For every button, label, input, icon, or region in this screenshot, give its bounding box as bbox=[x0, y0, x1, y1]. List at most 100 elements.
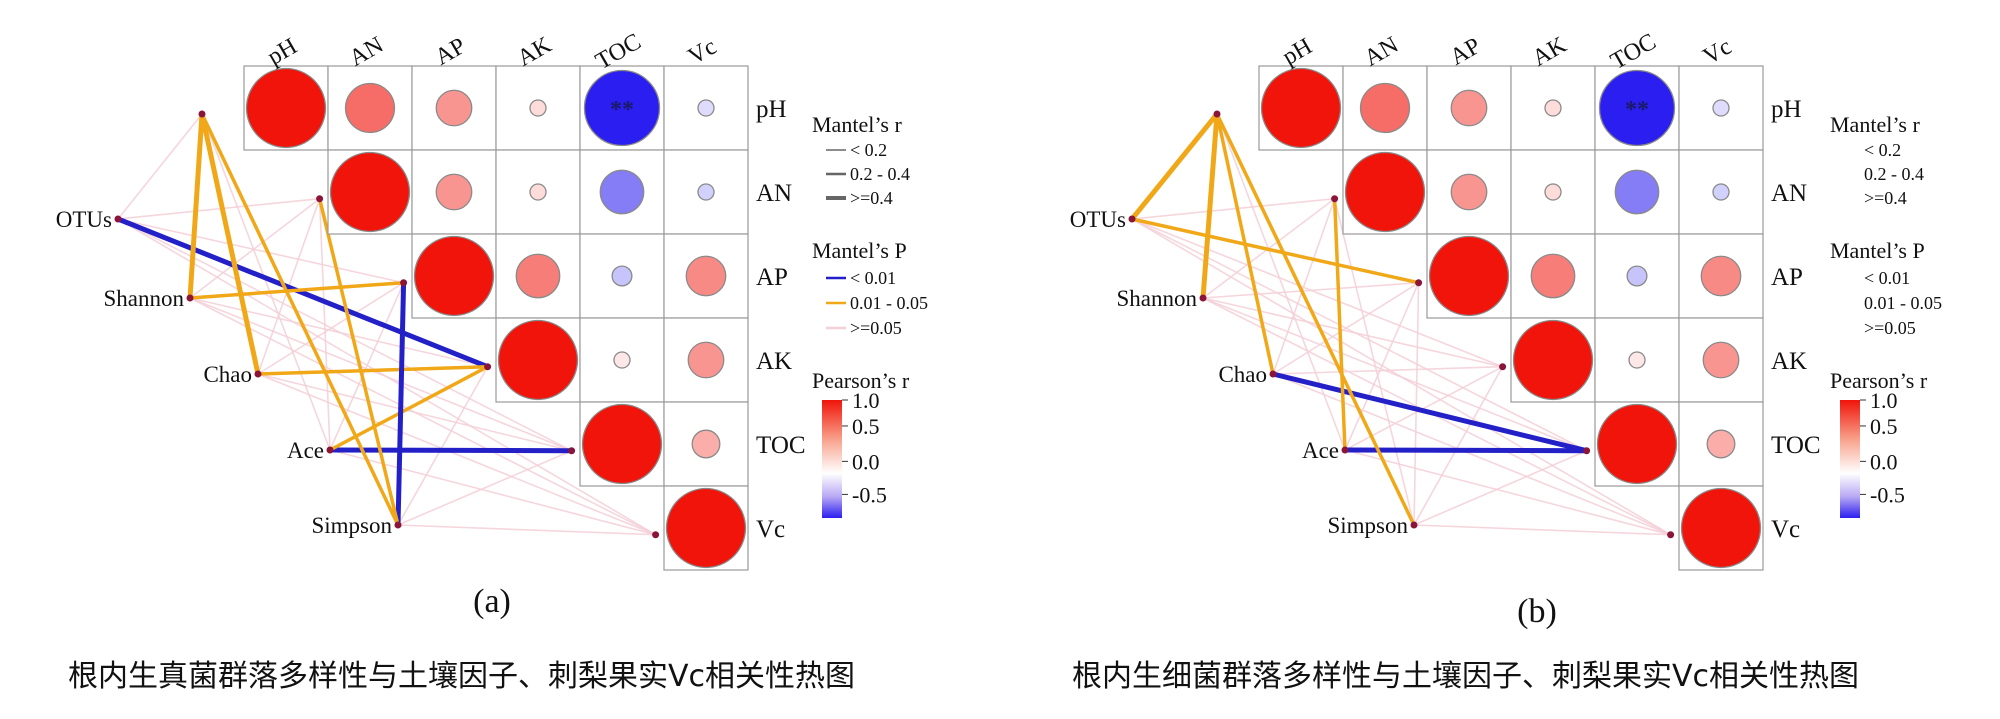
corr-circle-an-ap bbox=[1450, 173, 1488, 211]
group-label-shannon: Shannon bbox=[104, 286, 185, 311]
mantel-link-ace-ph bbox=[1216, 113, 1346, 451]
corr-circle-ph-an bbox=[344, 82, 396, 134]
mantel-link-simpson-an bbox=[317, 196, 400, 527]
corr-circle-an-toc bbox=[599, 169, 645, 215]
legend-pearson-tick-label: -0.5 bbox=[852, 482, 887, 507]
mantel-link-simpson-toc bbox=[1413, 449, 1588, 526]
group-label-simpson: Simpson bbox=[311, 513, 392, 538]
legend-mantel-p-item: >=0.05 bbox=[1864, 318, 1916, 338]
mantel-link-otus-ak bbox=[1131, 218, 1504, 368]
mantel-link-simpson-toc bbox=[397, 449, 573, 526]
legend-mantel-r-item: < 0.2 bbox=[850, 140, 887, 160]
mantel-link-simpson-vc bbox=[1413, 524, 1672, 536]
corr-circle-ph-an bbox=[1359, 82, 1411, 134]
mantel-link-simpson-ap bbox=[1413, 281, 1420, 526]
legend-pearson-tick-label: 0.5 bbox=[852, 414, 880, 439]
column-header-vc: Vc bbox=[1699, 34, 1736, 71]
corr-circle-ak-vc bbox=[687, 341, 725, 379]
corr-circle-ph-toc bbox=[583, 69, 661, 147]
corr-circle-ap-ap bbox=[413, 235, 495, 317]
group-label-chao: Chao bbox=[203, 362, 252, 387]
row-header-ph: pH bbox=[1771, 96, 1802, 123]
corr-circle-ph-ap bbox=[1450, 89, 1488, 127]
panel-a-caption: 根内生真菌群落多样性与土壤因子、刺梨果实Vc相关性热图 bbox=[68, 659, 855, 694]
corr-circle-ap-vc bbox=[1700, 255, 1742, 297]
mantel-link-ace-toc bbox=[327, 447, 575, 454]
corr-circle-ph-ap bbox=[435, 89, 473, 127]
mantel-link-shannon-toc bbox=[189, 297, 573, 452]
mantel-link-chao-ph bbox=[1215, 112, 1275, 376]
group-node-simpson bbox=[1410, 521, 1418, 529]
corr-circle-an-vc bbox=[697, 183, 715, 201]
mantel-link-simpson-ph bbox=[200, 112, 400, 527]
factor-anchor-ph bbox=[1213, 110, 1221, 118]
group-label-simpson: Simpson bbox=[1327, 513, 1408, 538]
group-node-chao bbox=[1269, 370, 1277, 378]
mantel-link-otus-an bbox=[117, 197, 321, 220]
legend-pearson-colorbar bbox=[1840, 400, 1860, 518]
legend-pearson-title: Pearson’s r bbox=[812, 368, 910, 393]
mantel-link-chao-ak bbox=[1272, 365, 1504, 375]
panel-a: OTUs Shannon Chao Ace Simpson ** pH AN AP AK TOC Vc… bbox=[56, 29, 928, 571]
row-header-toc: TOC bbox=[1771, 432, 1821, 459]
group-node-otus bbox=[114, 215, 122, 223]
mantel-link-simpson-vc bbox=[397, 524, 657, 536]
mantel-link-ace-ap bbox=[329, 281, 405, 451]
corr-circle-ph-ph bbox=[245, 67, 327, 149]
mantel-link-shannon-ak bbox=[1202, 297, 1504, 368]
mantel-link-shannon-ap bbox=[1202, 281, 1420, 299]
legend-pearson-tick-label: 1.0 bbox=[852, 388, 880, 413]
legend: Mantel’s r < 0.2 0.2 - 0.4 >=0.4 Mantel’s P <… bbox=[1830, 112, 1942, 518]
column-header-vc: Vc bbox=[684, 34, 721, 71]
mantel-link-chao-vc bbox=[257, 373, 657, 536]
corr-circle-toc-vc bbox=[1706, 429, 1736, 459]
legend-mantel-r-item: < 0.2 bbox=[1864, 140, 1901, 160]
corr-circle-an-toc bbox=[1614, 169, 1660, 215]
corr-circle-ap-ak bbox=[1530, 253, 1576, 299]
corr-circle-ph-toc bbox=[1598, 69, 1676, 147]
corr-circle-ak-vc bbox=[1702, 341, 1740, 379]
significance-ph-toc: ** bbox=[610, 97, 634, 123]
corr-circle-ap-ap bbox=[1428, 235, 1510, 317]
mantel-link-ace-ap bbox=[1344, 281, 1420, 451]
corr-circle-ph-ph bbox=[1260, 67, 1342, 149]
mantel-link-chao-ph bbox=[199, 111, 261, 377]
legend-mantel-r-item: >=0.4 bbox=[1864, 188, 1907, 208]
corr-circle-ph-vc bbox=[1712, 99, 1730, 117]
factor-anchor-vc bbox=[652, 531, 660, 539]
factor-anchor-ap bbox=[400, 279, 408, 287]
mantel-link-otus-ak bbox=[115, 216, 491, 370]
legend-pearson-colorbar bbox=[822, 400, 842, 518]
factor-anchor-an bbox=[316, 195, 324, 203]
mantel-link-shannon-ph bbox=[1200, 111, 1220, 301]
corr-circle-an-vc bbox=[1712, 183, 1730, 201]
heatmap-cells: ** bbox=[1258, 65, 1764, 571]
factor-anchor-an bbox=[1331, 195, 1339, 203]
legend-mantel-r-item: 0.2 - 0.4 bbox=[1864, 164, 1924, 184]
mantel-link-ace-an bbox=[1332, 196, 1347, 452]
row-header-toc: TOC bbox=[756, 432, 806, 459]
column-header-ph: pH bbox=[263, 33, 301, 70]
mantel-link-otus-ap bbox=[1130, 217, 1421, 285]
legend-pearson-tick-label: 1.0 bbox=[1870, 388, 1898, 413]
legend-pearson-title: Pearson’s r bbox=[1830, 368, 1928, 393]
row-header-vc: Vc bbox=[1771, 516, 1800, 543]
mantel-link-shannon-vc bbox=[189, 297, 657, 536]
legend-mantel-r-title: Mantel’s r bbox=[1830, 112, 1920, 137]
legend-mantel-r-item: >=0.4 bbox=[850, 188, 893, 208]
group-node-ace bbox=[1341, 446, 1349, 454]
mantel-link-ace-ph bbox=[201, 113, 331, 451]
mantel-link-ace-an bbox=[318, 197, 331, 451]
legend-mantel-p-title: Mantel’s P bbox=[1830, 238, 1925, 263]
cell-an-vc bbox=[663, 149, 749, 235]
group-label-shannon: Shannon bbox=[1117, 286, 1198, 311]
group-label-otus: OTUs bbox=[56, 207, 112, 232]
mantel-link-chao-ak bbox=[256, 364, 490, 376]
mantel-link-shannon-toc bbox=[1202, 297, 1588, 452]
mantel-nodes: OTUs Shannon Chao Ace Simpson bbox=[1070, 110, 1675, 539]
row-header-ap: AP bbox=[1771, 264, 1803, 291]
legend-pearson-tick-label: 0.5 bbox=[1870, 414, 1898, 439]
corr-circle-ak-ak bbox=[1512, 319, 1594, 401]
legend-pearson-tick-label: 0.0 bbox=[852, 449, 880, 474]
corr-circle-vc-vc bbox=[1680, 487, 1762, 569]
